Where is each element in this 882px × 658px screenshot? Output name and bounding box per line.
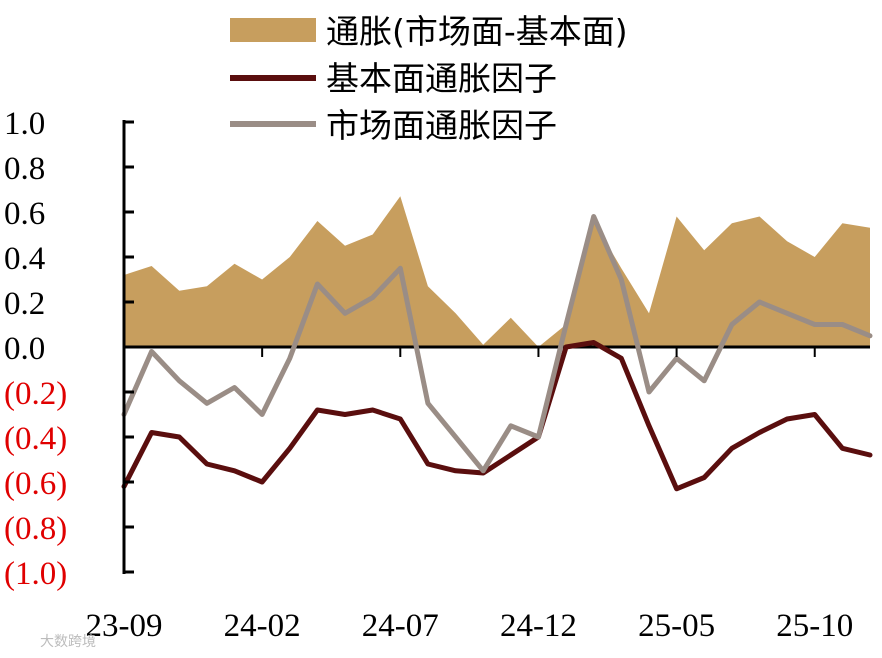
y-tick-label: 1.0 [4,106,45,142]
legend-label-market-line: 市场面通胀因子 [326,106,557,145]
legend-swatch-diff-area [230,18,316,42]
y-tick-label: (0.4) [4,421,67,457]
x-tick-label: 24-02 [224,608,301,644]
y-tick-label: (0.6) [4,466,67,502]
legend: 通胀(市场面-基本面) 基本面通胀因子 市场面通胀因子 [230,12,628,145]
x-tick-label: 23-09 [86,608,163,644]
legend-label-fundamental-line: 基本面通胀因子 [326,59,557,98]
y-tick-label: (0.8) [4,511,67,547]
y-tick-label: (1.0) [4,556,67,592]
y-tick-label: 0.0 [4,331,45,367]
plot-area [121,196,873,492]
y-tick-label: (0.2) [4,376,67,412]
y-tick-label: 0.8 [4,151,45,187]
x-tick-label: 24-12 [500,608,577,644]
x-tick-label: 25-05 [638,608,715,644]
legend-label-diff-area: 通胀(市场面-基本面) [326,12,628,51]
series-line-fundamental [121,340,873,492]
watermark-text: 大数跨境 [40,634,96,650]
series-line-market [121,214,873,474]
y-tick-label: 0.2 [4,286,45,322]
y-tick-label: 0.6 [4,196,45,232]
x-tick-label: 25-10 [776,608,853,644]
axes: 1.0 0.8 0.6 0.4 0.2 0.0 (0.2) (0.4) (0.6) (0.8) (1… [4,106,853,644]
x-tick-label: 24-07 [362,608,439,644]
series-area-inflation-diff [124,196,870,347]
y-tick-label: 0.4 [4,241,45,277]
